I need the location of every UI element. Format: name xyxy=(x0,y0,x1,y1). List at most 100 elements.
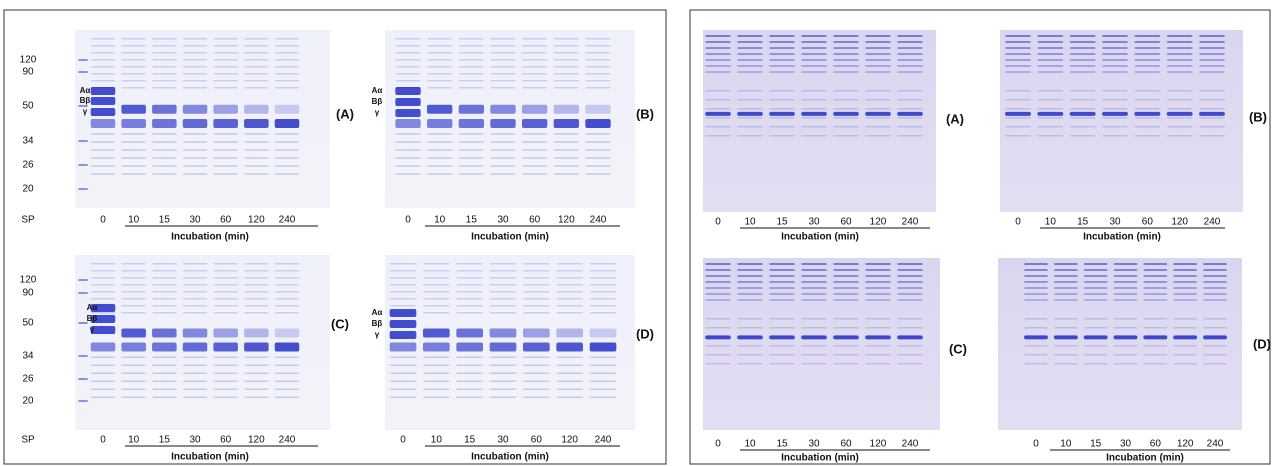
band xyxy=(423,388,450,390)
band xyxy=(585,73,611,75)
band xyxy=(585,59,611,61)
band xyxy=(1069,65,1096,67)
band xyxy=(213,342,238,352)
band xyxy=(78,59,88,61)
axis-title: Incubation (min) xyxy=(781,453,859,464)
band xyxy=(1199,99,1225,101)
band xyxy=(121,342,146,352)
band xyxy=(1037,108,1064,110)
band xyxy=(705,287,731,289)
band xyxy=(90,165,116,167)
band xyxy=(395,66,421,68)
chain-label: Bβ xyxy=(372,319,383,328)
band xyxy=(213,149,238,151)
band xyxy=(897,117,923,119)
band xyxy=(182,133,208,135)
band xyxy=(556,342,583,352)
gel xyxy=(703,30,936,212)
band xyxy=(865,263,891,265)
band xyxy=(705,59,731,61)
band xyxy=(737,59,763,61)
band xyxy=(121,396,146,398)
band xyxy=(90,59,116,61)
band xyxy=(458,165,484,167)
band xyxy=(737,117,763,119)
band xyxy=(458,38,484,40)
lane-label: 10 xyxy=(434,215,446,226)
band xyxy=(182,157,208,159)
band xyxy=(1134,53,1161,55)
band xyxy=(121,133,146,135)
band xyxy=(152,104,177,114)
band xyxy=(833,354,859,356)
band xyxy=(737,65,763,67)
band xyxy=(389,396,417,398)
band xyxy=(553,165,579,167)
band xyxy=(1069,108,1096,110)
band xyxy=(1102,65,1128,67)
band xyxy=(522,119,548,128)
band xyxy=(244,80,269,82)
band xyxy=(1143,345,1168,347)
band xyxy=(152,364,177,366)
band xyxy=(769,269,795,271)
band xyxy=(90,304,116,312)
band xyxy=(182,45,208,47)
band xyxy=(897,269,923,271)
band xyxy=(121,87,146,89)
band xyxy=(1113,318,1138,320)
band xyxy=(585,119,611,128)
band xyxy=(90,388,116,390)
band xyxy=(737,99,763,101)
band xyxy=(553,157,579,159)
band xyxy=(244,305,269,307)
band xyxy=(589,342,617,352)
band xyxy=(182,284,208,286)
band xyxy=(897,336,923,338)
band xyxy=(737,287,763,289)
band xyxy=(1199,111,1225,116)
band xyxy=(1024,318,1048,320)
marker-label: 90 xyxy=(22,288,34,299)
band xyxy=(1143,327,1168,329)
band xyxy=(1173,327,1198,329)
band xyxy=(1024,336,1048,338)
band xyxy=(523,380,550,382)
panel-label: (A) xyxy=(336,106,354,121)
band xyxy=(244,59,269,61)
band xyxy=(1069,35,1096,37)
lane-label: SP xyxy=(21,435,35,446)
band xyxy=(213,270,238,272)
band xyxy=(1069,90,1096,92)
band xyxy=(1166,135,1193,137)
band xyxy=(1143,336,1168,338)
band xyxy=(427,133,453,135)
band xyxy=(389,356,417,358)
band xyxy=(522,80,548,82)
band xyxy=(90,315,116,323)
chain-label: γ xyxy=(90,325,95,334)
chain-label: γ xyxy=(375,108,380,117)
band xyxy=(244,149,269,151)
lane-label: 15 xyxy=(1077,217,1089,228)
band xyxy=(556,298,583,300)
lane-label: 60 xyxy=(220,435,232,446)
band xyxy=(182,165,208,167)
band xyxy=(78,378,88,380)
gel xyxy=(998,258,1242,430)
band xyxy=(589,364,617,366)
band xyxy=(1203,354,1227,356)
band xyxy=(182,87,208,89)
band xyxy=(1143,354,1168,356)
left-frame xyxy=(3,9,667,465)
axis-title: Incubation (min) xyxy=(1083,232,1161,243)
band xyxy=(490,73,516,75)
chain-label: Bβ xyxy=(80,96,91,105)
band xyxy=(1173,287,1198,289)
band xyxy=(423,396,450,398)
band xyxy=(456,291,483,293)
band xyxy=(78,279,88,281)
band xyxy=(1005,53,1031,55)
band xyxy=(1069,41,1096,43)
lane-label: 240 xyxy=(1204,217,1221,228)
